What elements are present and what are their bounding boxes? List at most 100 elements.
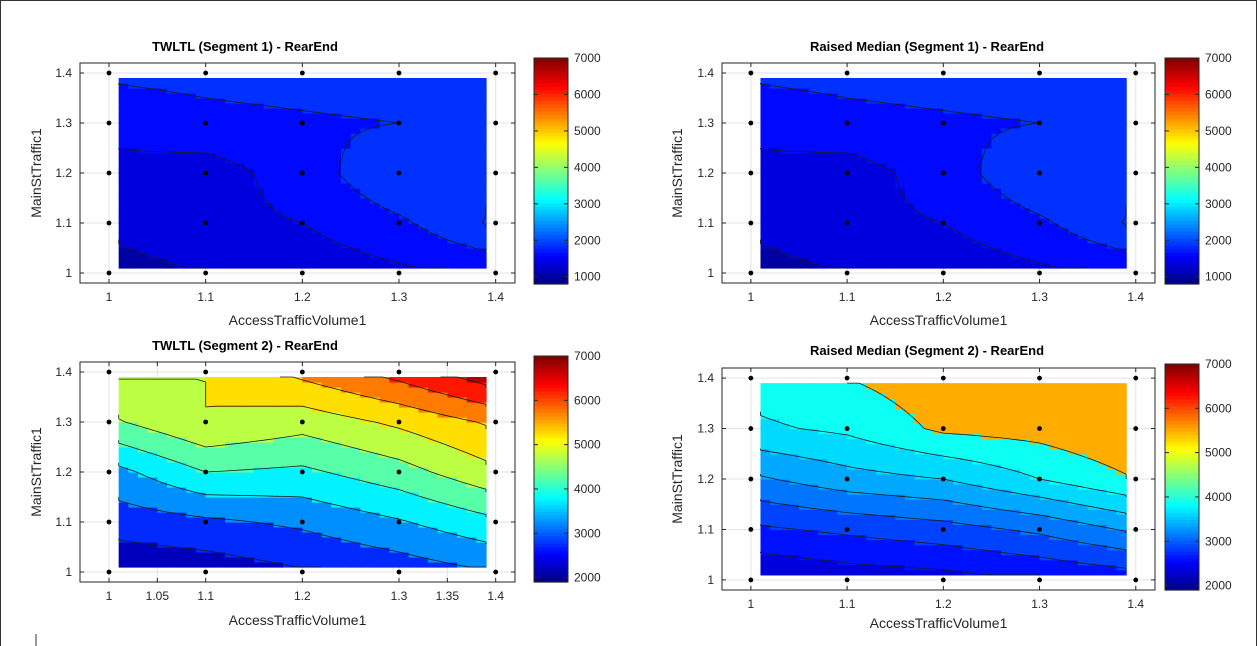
contour-cell xyxy=(770,534,781,541)
contour-cell xyxy=(399,193,410,199)
contour-cell xyxy=(312,472,323,478)
contour-cell xyxy=(1116,153,1127,159)
contour-cell xyxy=(263,402,274,408)
contour-cell xyxy=(428,467,439,473)
contour-cell xyxy=(147,422,158,428)
contour-cell xyxy=(312,208,323,214)
contour-cell xyxy=(225,238,236,244)
contour-cell xyxy=(360,128,371,134)
contour-cell xyxy=(128,447,139,453)
contour-cell xyxy=(292,203,303,209)
contour-cell xyxy=(457,462,468,468)
contour-cell xyxy=(302,133,313,139)
contour-cell xyxy=(428,148,439,154)
contour-cell xyxy=(408,437,419,443)
contour-cell xyxy=(760,529,771,536)
contour-cell xyxy=(798,93,810,99)
contour-cell xyxy=(466,193,477,199)
contour-cell xyxy=(138,542,149,548)
contour-cell xyxy=(118,432,129,438)
contour-cell xyxy=(147,457,158,463)
contour-cell xyxy=(770,233,781,239)
contour-cell xyxy=(379,557,390,563)
contour-cell xyxy=(418,412,429,418)
contour-cell xyxy=(118,178,129,184)
contour-cell xyxy=(847,193,858,199)
contour-cell xyxy=(437,462,448,468)
contour-cell xyxy=(418,248,429,254)
contour-cell xyxy=(1106,248,1118,254)
contour-cell xyxy=(1029,188,1041,194)
contour-cell xyxy=(128,382,139,388)
contour-cell xyxy=(234,512,245,518)
contour-cell xyxy=(981,173,993,179)
contour-cell xyxy=(418,208,429,214)
contour-cell xyxy=(379,502,390,508)
contour-cell xyxy=(808,148,819,154)
contour-cell xyxy=(186,417,197,423)
contour-cell xyxy=(196,517,207,523)
contour-cell xyxy=(1029,118,1041,124)
contour-cell xyxy=(437,88,448,94)
contour-cell xyxy=(321,517,332,523)
contour-cell xyxy=(1049,128,1060,134)
contour-cell xyxy=(273,193,284,199)
colorbar-band xyxy=(1165,163,1199,169)
contour-cell xyxy=(1087,218,1098,224)
contour-cell xyxy=(972,188,983,194)
contour-cell xyxy=(379,203,390,209)
contour-cell xyxy=(147,168,158,174)
contour-cell xyxy=(312,213,323,219)
contour-cell xyxy=(273,228,284,234)
contour-cell xyxy=(895,158,906,164)
contour-cell xyxy=(302,377,313,383)
contour-cell xyxy=(1058,213,1069,219)
contour-cell xyxy=(943,133,954,139)
contour-cell xyxy=(128,108,139,114)
sample-point xyxy=(1037,170,1042,176)
contour-cell xyxy=(962,88,973,94)
contour-cell xyxy=(991,218,1002,224)
contour-cell xyxy=(1049,83,1060,89)
colorbar-band xyxy=(534,241,568,246)
contour-cell xyxy=(147,512,158,518)
contour-cell xyxy=(138,183,149,189)
contour-cell xyxy=(924,153,935,159)
contour-cell xyxy=(476,522,487,528)
contour-cell xyxy=(331,537,342,543)
contour-cell xyxy=(138,537,149,543)
contour-cell xyxy=(331,377,342,383)
colorbar-band xyxy=(1165,223,1199,229)
sample-point xyxy=(106,569,112,575)
contour-cell xyxy=(331,143,342,149)
contour-cell xyxy=(370,532,381,538)
contour-cell xyxy=(399,178,410,184)
contour-cell xyxy=(312,487,323,493)
contour-cell xyxy=(418,78,429,84)
contour-cell xyxy=(1010,133,1021,139)
colorbar-band xyxy=(1165,118,1199,123)
contour-cell xyxy=(476,93,487,99)
contour-cell xyxy=(818,148,829,154)
contour-cell xyxy=(1049,123,1060,129)
contour-cell xyxy=(321,118,332,124)
contour-cell xyxy=(1058,248,1069,254)
contour-cell xyxy=(312,258,323,264)
contour-cell xyxy=(770,223,781,229)
contour-cell xyxy=(196,482,207,488)
contour-cell xyxy=(933,248,944,254)
colorbar-band xyxy=(534,380,568,385)
contour-cell xyxy=(457,198,468,204)
contour-cell xyxy=(476,148,487,154)
contour-cell xyxy=(118,123,129,129)
contour-cell xyxy=(770,438,781,445)
contour-cell xyxy=(943,118,954,124)
contour-cell xyxy=(234,532,245,538)
contour-cell xyxy=(447,472,458,478)
contour-cell xyxy=(1058,98,1069,104)
contour-cell xyxy=(370,547,381,553)
contour-cell xyxy=(370,98,381,104)
contour-cell xyxy=(254,258,265,264)
contour-cell xyxy=(1049,133,1060,139)
